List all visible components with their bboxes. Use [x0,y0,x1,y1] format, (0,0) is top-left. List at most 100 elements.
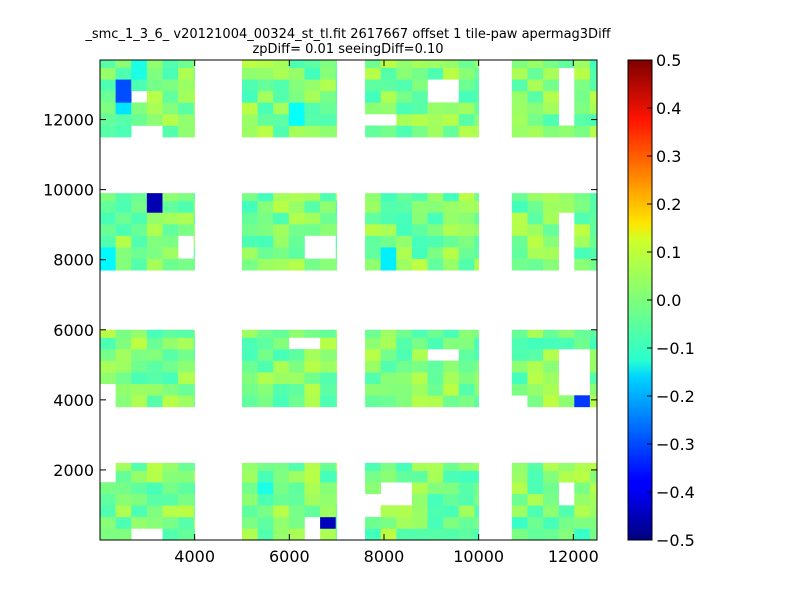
heatmap-cell [273,102,290,115]
heatmap-cell [543,329,559,338]
heatmap-cell [178,67,195,80]
heatmap-cell [511,372,528,385]
heatmap-cell [131,329,148,338]
heatmap-cell [527,60,544,69]
heatmap-cell [131,505,148,518]
heatmap-cell [115,337,132,350]
heatmap-cell [100,193,116,202]
heatmap-cell [380,372,397,385]
heatmap-cell [380,212,397,225]
heatmap-cell [242,247,258,259]
heatmap-cell [288,360,305,373]
heatmap-cell [527,235,544,248]
heatmap-cell [365,212,381,225]
heatmap-cell [365,90,381,103]
heatmap-cell [288,470,305,483]
heatmap-cell [443,462,460,471]
y-axis: 2000 4000 6000 8000 10000 12000 [43,111,597,480]
heatmap-cell [162,505,179,518]
colorbar-tick-label: −0.5 [656,531,695,550]
heatmap-cell [458,200,475,213]
heatmap-cell [396,79,413,92]
heatmap-cell [320,193,337,202]
heatmap-cell [335,395,337,408]
heatmap-cell [443,60,460,69]
heatmap-cell [589,223,598,236]
heatmap-cell [396,125,413,138]
heatmap-cell [115,223,132,236]
heatmap-cell [458,528,475,541]
heatmap-cell [162,395,179,408]
heatmap-cell [146,329,163,338]
heatmap-cell [320,102,337,115]
heatmap-cell [574,329,591,338]
heatmap-cell [589,516,598,529]
heatmap-cell [100,258,116,271]
heatmap-cell [474,223,479,236]
heatmap-cell [162,372,179,385]
heatmap-cell [527,223,544,236]
heatmap-cell [527,470,544,483]
heatmap-cell [288,102,305,115]
heatmap-cell [427,383,444,396]
heatmap-cell [527,372,544,385]
heatmap-cell [304,212,321,225]
heatmap-cell [304,505,321,518]
heatmap-cell [273,482,290,495]
heatmap-cell [242,113,258,126]
heatmap-cell [543,360,559,373]
heatmap-cell [474,372,479,385]
heatmap-cell [589,212,598,225]
heatmap-cell [443,470,460,483]
heatmap-cell [335,102,337,115]
heatmap-cell [115,505,132,518]
heatmap-cell [396,349,413,361]
heatmap-cell [100,60,116,69]
heatmap-cell [178,200,195,213]
heatmap-cell [242,349,258,361]
heatmap-cell [288,223,305,236]
heatmap-cell [304,193,321,202]
heatmap-cell [242,200,258,213]
heatmap-cell [380,383,397,396]
heatmap-cell [380,395,397,408]
heatmap-cell [273,383,290,396]
heatmap-cell [474,383,479,396]
heatmap-cell [365,470,381,483]
heatmap-cell [427,235,444,248]
heatmap-cell [320,372,337,385]
heatmap-cell [193,337,195,350]
heatmap-cell [335,258,337,271]
heatmap-cell [543,505,559,518]
heatmap-cell [574,528,591,541]
heatmap-cell [131,235,148,248]
heatmap-cell [304,125,321,138]
heatmap-cell [527,482,544,495]
heatmap-cell [365,102,381,115]
colorbar-tick-label: 0.5 [656,51,681,70]
heatmap-cell [131,223,148,236]
heatmap-cell [589,67,598,80]
heatmap-cell [193,200,195,213]
heatmap-cell [574,337,591,350]
heatmap-cell [131,212,148,225]
heatmap-cell [589,90,598,103]
heatmap-cell [288,383,305,396]
heatmap-cell [115,372,132,385]
heatmap-cell [589,360,598,373]
heatmap-cell [574,212,591,225]
heatmap-cell [396,258,413,271]
heatmap-cell [273,360,290,373]
heatmap-cell [257,470,274,483]
heatmap-cell [365,200,381,213]
y-tick-label: 12000 [43,111,94,130]
heatmap-cell [320,90,337,103]
heatmap-cell [178,482,195,495]
heatmap-cell [558,505,575,518]
heatmap-cell [527,113,544,126]
heatmap-cell [178,102,195,115]
heatmap-cell [320,462,337,471]
heatmap-cell [443,482,460,495]
heatmap-cell [320,67,337,80]
heatmap-cell [288,90,305,103]
